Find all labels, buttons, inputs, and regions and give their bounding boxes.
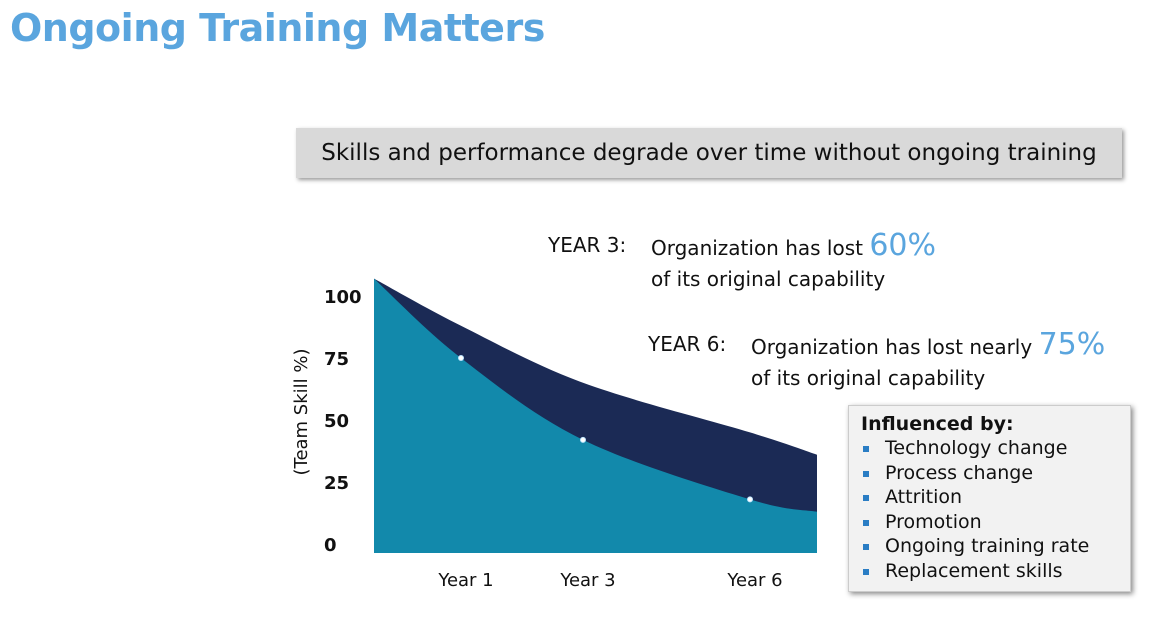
year3-note: Organization has lost 60% of its original… (651, 230, 936, 295)
y-tick-label: 25 (324, 473, 349, 494)
y-tick-label: 75 (324, 349, 349, 370)
influence-item: Process change (861, 461, 1130, 486)
data-point (458, 355, 464, 361)
area-series-1 (374, 278, 817, 553)
y-tick-label: 100 (324, 287, 362, 308)
y-tick-label: 50 (324, 411, 349, 432)
influence-item: Ongoing training rate (861, 534, 1130, 559)
year6-text: Organization has lost nearly (751, 335, 1039, 359)
x-tick-label: Year 6 (726, 570, 782, 591)
year3-line2: of its original capability (651, 267, 886, 291)
x-tick-label: Year 1 (437, 570, 493, 591)
banner: Skills and performance degrade over time… (296, 128, 1122, 178)
influences-box: Influenced by: Technology change Process… (848, 405, 1131, 592)
year6-label: YEAR 6: (648, 332, 727, 356)
year3-label: YEAR 3: (548, 233, 627, 257)
year6-note: Organization has lost nearly 75% of its o… (751, 329, 1105, 394)
year3-highlight: 60% (869, 228, 937, 263)
data-point (580, 436, 586, 443)
influence-item: Attrition (861, 485, 1130, 510)
year6-highlight: 75% (1038, 327, 1106, 362)
influence-item: Technology change (861, 436, 1130, 461)
page-title: Ongoing Training Matters (10, 6, 545, 50)
y-axis-label: (Team Skill %) (291, 348, 312, 475)
x-tick-label: Year 3 (559, 570, 615, 591)
influence-item: Promotion (861, 510, 1130, 535)
influence-item: Replacement skills (861, 559, 1130, 584)
y-tick-label: 0 (324, 535, 337, 556)
year6-line2: of its original capability (751, 366, 986, 390)
data-point (747, 496, 753, 503)
influences-heading: Influenced by: (861, 413, 1014, 435)
year3-text: Organization has lost (651, 236, 870, 260)
